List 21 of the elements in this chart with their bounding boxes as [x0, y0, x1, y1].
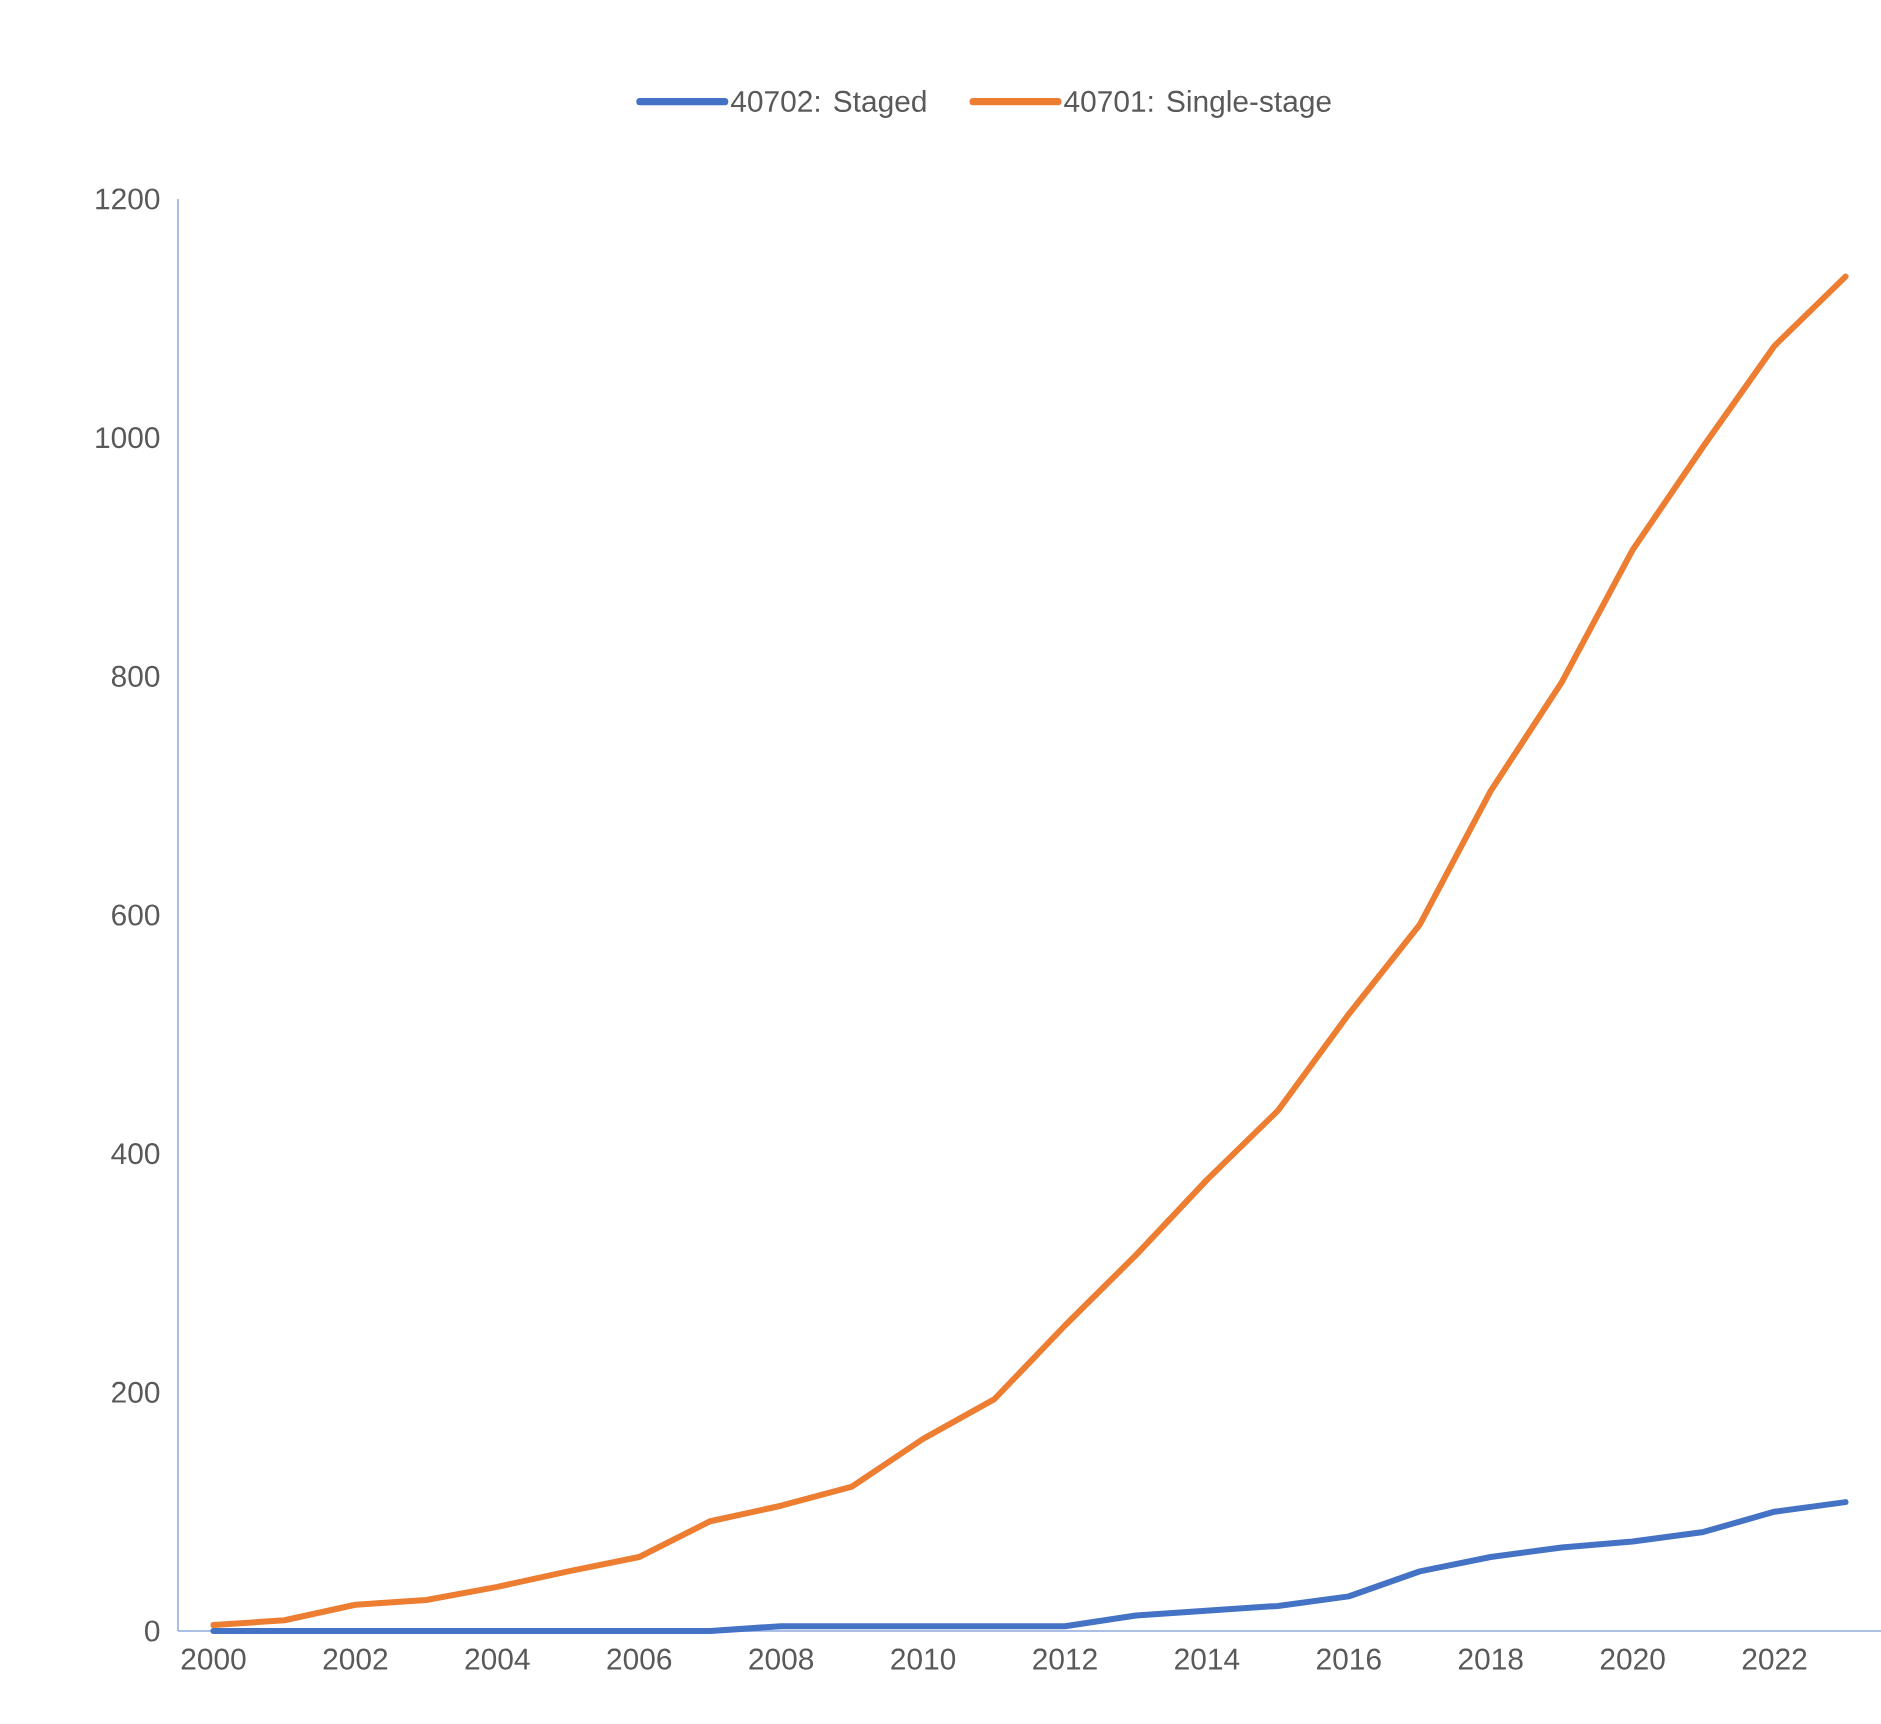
legend-label: 40701: Single-stage [1064, 90, 1331, 118]
x-tick-label: 2006 [607, 1648, 672, 1670]
x-tick-label: 2000 [181, 1648, 246, 1670]
x-tick-label: 2020 [1600, 1648, 1665, 1670]
x-tick-label: 2010 [891, 1648, 956, 1670]
x-tick-label: 2002 [323, 1648, 388, 1670]
y-tick-label: 1200 [96, 188, 160, 210]
y-tick-label: 1000 [96, 427, 160, 449]
y-tick-label: 400 [111, 1143, 160, 1165]
y-tick-label: 800 [111, 665, 160, 687]
x-tick-label: 2008 [749, 1648, 814, 1670]
y-tick-label: 0 [145, 1620, 160, 1642]
x-tick-label: 2022 [1742, 1648, 1807, 1670]
x-tick-label: 2004 [465, 1648, 530, 1670]
legend-label: 40702: Staged [730, 90, 926, 118]
y-tick-label: 600 [112, 904, 160, 926]
x-tick-label: 2016 [1317, 1648, 1381, 1670]
y-tick-label: 200 [112, 1381, 160, 1403]
x-tick-label: 2018 [1458, 1648, 1523, 1670]
x-tick-label: 2014 [1175, 1648, 1240, 1670]
x-tick-label: 2012 [1033, 1648, 1097, 1670]
